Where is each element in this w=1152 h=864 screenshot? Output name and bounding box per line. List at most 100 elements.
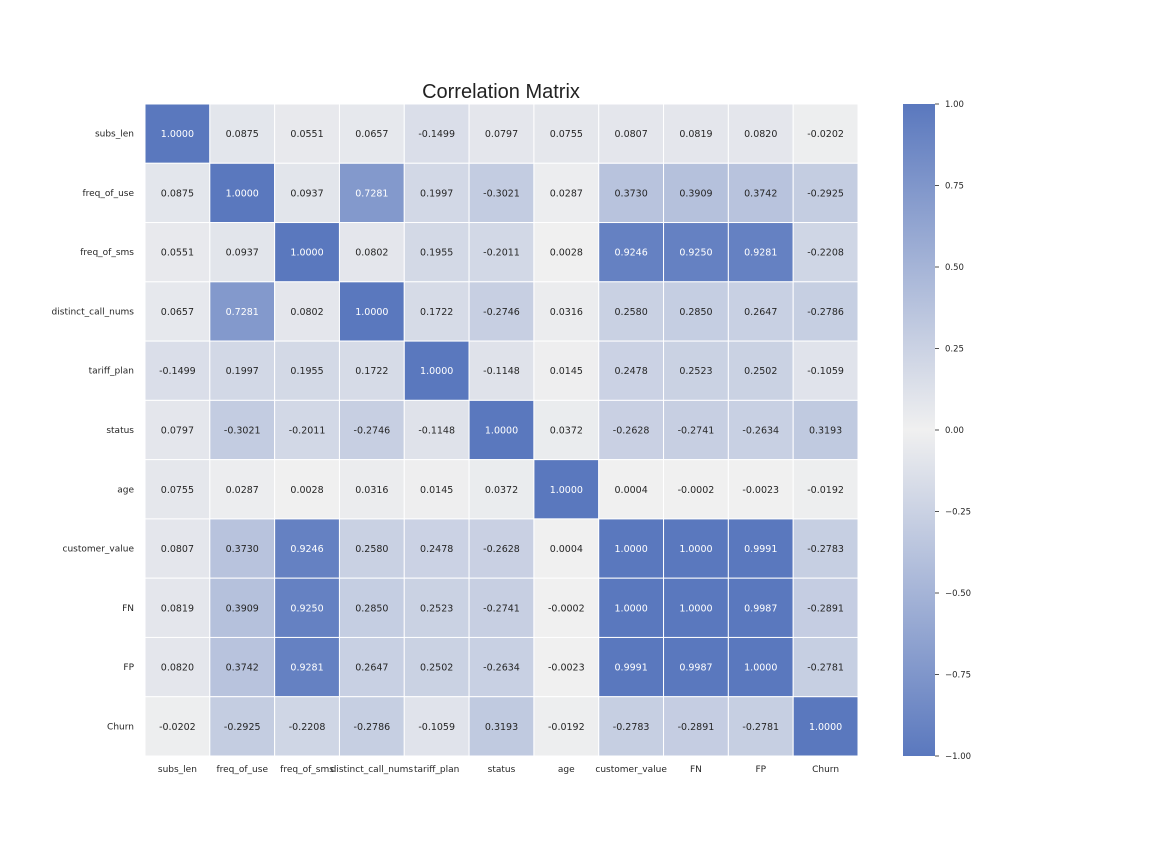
- heatmap-cell-age-FP: [727, 459, 794, 520]
- heatmap-cell-label-customer_value-freq_of_sms: 0.9246: [290, 544, 323, 555]
- heatmap-cell-label-tariff_plan-tariff_plan: 1.0000: [420, 366, 453, 377]
- heatmap-cell-FP-FN: [663, 636, 729, 698]
- heatmap-cell-label-freq_of_sms-subs_len: 0.0551: [161, 248, 194, 259]
- heatmap-cell-label-tariff_plan-Churn: -0.1059: [807, 366, 844, 377]
- heatmap-cell-label-age-Churn: -0.0192: [807, 485, 844, 496]
- heatmap-cell-Churn-freq_of_sms: [274, 696, 340, 757]
- heatmap-cell-label-distinct_call_nums-FP: 0.2647: [744, 307, 777, 318]
- heatmap-cell-subs_len-status: [468, 103, 535, 164]
- x-tick-label-freq_of_sms: freq_of_sms: [280, 765, 334, 775]
- x-tick-label-freq_of_use: freq_of_use: [216, 765, 268, 775]
- heatmap-cell-label-freq_of_use-FP: 0.3742: [744, 188, 777, 199]
- heatmap-cell-label-freq_of_use-status: -0.3021: [483, 188, 520, 199]
- y-tick-label-subs_len: subs_len: [95, 130, 134, 140]
- heatmap-cell-label-age-customer_value: 0.0004: [615, 485, 648, 496]
- heatmap-cell-label-status-FN: -0.2741: [678, 426, 715, 437]
- heatmap-cell-age-freq_of_use: [209, 459, 276, 520]
- heatmap-cell-label-age-FP: -0.0023: [742, 485, 779, 496]
- heatmap-cell-label-customer_value-status: -0.2628: [483, 544, 520, 555]
- heatmap-cell-label-age-distinct_call_nums: 0.0316: [355, 485, 388, 496]
- heatmap-cell-label-freq_of_use-age: 0.0287: [550, 188, 583, 199]
- heatmap-cell-customer_value-tariff_plan: [403, 518, 470, 579]
- heatmap-cell-freq_of_use-subs_len: [144, 162, 211, 224]
- heatmap-cell-label-age-FN: -0.0002: [678, 485, 715, 496]
- heatmap-cell-label-FP-distinct_call_nums: 0.2647: [355, 663, 388, 674]
- heatmap-cell-FN-Churn: [792, 577, 859, 638]
- heatmap-cell-label-subs_len-age: 0.0755: [550, 129, 583, 140]
- heatmap-cell-label-subs_len-tariff_plan: -0.1499: [418, 129, 455, 140]
- colorbar: 1.00 0.75 0.50 0.25 0.00 −0.25 −0.50 −0.75 −1.00: [903, 100, 971, 762]
- heatmap-cell-FN-subs_len: [144, 577, 211, 638]
- x-tick-label-subs_len: subs_len: [158, 765, 197, 775]
- heatmap-cell-subs_len-customer_value: [598, 103, 665, 164]
- heatmap-cell-label-tariff_plan-freq_of_use: 0.1997: [226, 366, 259, 377]
- heatmap-cell-label-FN-Churn: -0.2891: [807, 603, 844, 614]
- x-tick-label-FN: FN: [690, 765, 702, 775]
- colorbar-tick-label: 1.00: [945, 100, 964, 110]
- colorbar-tick-label: −0.25: [945, 508, 971, 518]
- heatmap-cell-label-freq_of_sms-freq_of_sms: 1.0000: [290, 248, 323, 259]
- heatmap-cell-status-subs_len: [144, 399, 211, 461]
- heatmap-cell-label-status-freq_of_sms: -0.2011: [289, 426, 326, 437]
- heatmap-cell-status-distinct_call_nums: [338, 399, 405, 461]
- heatmap-cell-tariff_plan-freq_of_use: [209, 340, 276, 401]
- heatmap-cell-customer_value-age: [533, 518, 600, 579]
- heatmap-cell-label-FP-tariff_plan: 0.2502: [420, 663, 453, 674]
- heatmap-cell-label-FP-subs_len: 0.0820: [161, 663, 194, 674]
- heatmap-cell-label-distinct_call_nums-age: 0.0316: [550, 307, 583, 318]
- heatmap-cell-label-age-status: 0.0372: [485, 485, 518, 496]
- heatmap-cell-label-Churn-customer_value: -0.2783: [613, 722, 650, 733]
- heatmap-cell-FN-customer_value: [598, 577, 665, 638]
- heatmap-cell-tariff_plan-distinct_call_nums: [338, 340, 405, 401]
- heatmap-cell-label-customer_value-subs_len: 0.0807: [161, 544, 194, 555]
- heatmap-cell-freq_of_sms-freq_of_sms: [274, 222, 340, 283]
- heatmap-cell-status-status: [468, 399, 535, 461]
- heatmap-cell-label-FN-age: -0.0002: [548, 603, 585, 614]
- heatmap-cell-label-distinct_call_nums-tariff_plan: 0.1722: [420, 307, 453, 318]
- heatmap-cell-label-tariff_plan-distinct_call_nums: 0.1722: [355, 366, 388, 377]
- heatmap-cell-label-FP-FP: 1.0000: [744, 663, 777, 674]
- heatmap-cell-distinct_call_nums-Churn: [792, 281, 859, 342]
- heatmap-cell-FP-tariff_plan: [403, 636, 470, 698]
- x-tick-label-distinct_call_nums: distinct_call_nums: [331, 765, 414, 775]
- heatmap-cell-FP-distinct_call_nums: [338, 636, 405, 698]
- heatmap-cell-age-Churn: [792, 459, 859, 520]
- heatmap-cell-label-status-tariff_plan: -0.1148: [418, 426, 455, 437]
- heatmap-cell-label-age-tariff_plan: 0.0145: [420, 485, 453, 496]
- heatmap-cell-label-freq_of_use-tariff_plan: 0.1997: [420, 188, 453, 199]
- heatmap-cell-freq_of_use-Churn: [792, 162, 859, 224]
- heatmap-cell-label-FP-status: -0.2634: [483, 663, 520, 674]
- heatmap-cell-tariff_plan-freq_of_sms: [274, 340, 340, 401]
- heatmap-cell-label-FN-FN: 1.0000: [679, 603, 712, 614]
- heatmap-cell-FN-FP: [727, 577, 794, 638]
- y-tick-label-FP: FP: [123, 663, 134, 673]
- heatmap-cell-tariff_plan-subs_len: [144, 340, 211, 401]
- heatmap-cell-tariff_plan-FP: [727, 340, 794, 401]
- heatmap-cell-label-FN-status: -0.2741: [483, 603, 520, 614]
- heatmap-cell-label-Churn-status: 0.3193: [485, 722, 518, 733]
- heatmap-cell-label-age-age: 1.0000: [550, 485, 583, 496]
- heatmap-cell-label-tariff_plan-freq_of_sms: 0.1955: [290, 366, 323, 377]
- heatmap-cell-label-FN-customer_value: 1.0000: [615, 603, 648, 614]
- heatmap-cell-FN-status: [468, 577, 535, 638]
- x-tick-label-tariff_plan: tariff_plan: [414, 765, 459, 775]
- x-axis-tick-labels: subs_len freq_of_use freq_of_smsdistinct_c…: [158, 765, 839, 775]
- heatmap-cell-label-customer_value-Churn: -0.2783: [807, 544, 844, 555]
- heatmap-cell-label-FN-tariff_plan: 0.2523: [420, 603, 453, 614]
- heatmap-cell-Churn-subs_len: [144, 696, 211, 757]
- heatmap-cell-label-distinct_call_nums-distinct_call_nums: 1.0000: [355, 307, 388, 318]
- heatmap-cell-freq_of_use-tariff_plan: [403, 162, 470, 224]
- heatmap-cell-customer_value-subs_len: [144, 518, 211, 579]
- heatmap-cell-label-Churn-Churn: 1.0000: [809, 722, 842, 733]
- heatmap-cell-label-subs_len-FN: 0.0819: [679, 129, 712, 140]
- heatmap-cell-age-freq_of_sms: [274, 459, 340, 520]
- heatmap-cell-tariff_plan-FN: [663, 340, 729, 401]
- heatmap-cell-subs_len-subs_len: [144, 103, 211, 164]
- heatmap-cell-freq_of_sms-Churn: [792, 222, 859, 283]
- heatmap-cell-tariff_plan-status: [468, 340, 535, 401]
- colorbar-tick-label: 0.75: [945, 182, 964, 192]
- y-tick-label-distinct_call_nums: distinct_call_nums: [52, 307, 135, 317]
- heatmap-cell-label-subs_len-Churn: -0.0202: [807, 129, 844, 140]
- heatmap-cell-label-freq_of_use-distinct_call_nums: 0.7281: [355, 188, 388, 199]
